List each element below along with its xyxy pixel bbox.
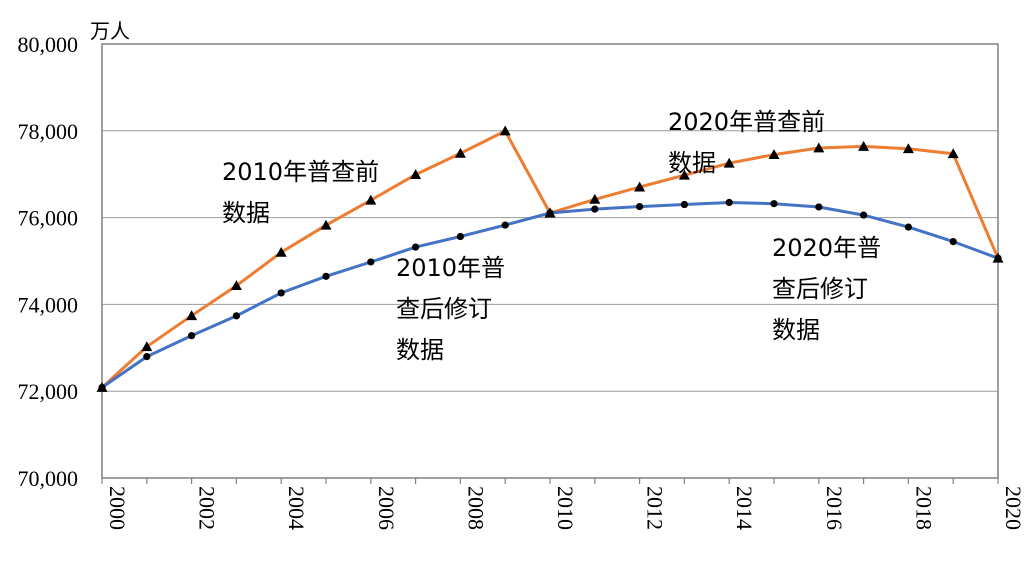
data-point-circle bbox=[815, 203, 823, 211]
data-point-circle bbox=[680, 200, 689, 209]
annotation-a4-line: 数据 bbox=[772, 316, 820, 344]
annotation-a3-line: 数据 bbox=[396, 336, 444, 364]
x-tick-label: 2014 bbox=[732, 486, 757, 530]
data-point-circle bbox=[277, 289, 285, 297]
data-point-triangle bbox=[902, 143, 914, 154]
series-markers bbox=[96, 125, 1004, 392]
data-point-triangle bbox=[858, 140, 870, 151]
x-tick-label: 2006 bbox=[374, 486, 399, 530]
x-axis-tick-labels: 2000 2002 2004 2006 2008 2010 2012 2014 2016 2018… bbox=[101, 478, 1024, 530]
annotation-a3-line: 2010年普 bbox=[396, 254, 505, 282]
data-point-circle bbox=[456, 232, 464, 241]
annotation-a4-line: 2020年普 bbox=[772, 234, 881, 262]
x-tick-label: 2020 bbox=[1001, 486, 1024, 530]
data-point-circle bbox=[501, 221, 509, 229]
annotation-a2-line: 数据 bbox=[668, 149, 716, 177]
data-point-circle bbox=[322, 272, 330, 280]
data-point-circle bbox=[904, 223, 913, 231]
y-tick-label: 76,000 bbox=[18, 206, 79, 231]
x-tick-label: 2018 bbox=[911, 486, 936, 530]
data-point-triangle bbox=[634, 181, 646, 192]
annotations: 2010年普查前数据2020年普查前数据2010年普查后修订数据2020年普查后… bbox=[222, 108, 881, 364]
data-point-triangle bbox=[230, 280, 242, 291]
data-point-triangle bbox=[589, 193, 601, 204]
annotation-a2-line: 2020年普查前 bbox=[668, 108, 825, 136]
y-tick-label: 70,000 bbox=[18, 466, 79, 491]
data-point-circle bbox=[188, 332, 196, 340]
data-point-circle bbox=[143, 353, 151, 361]
data-point-triangle bbox=[678, 169, 690, 180]
data-point-triangle bbox=[499, 125, 511, 136]
data-point-circle bbox=[636, 202, 644, 211]
annotation-a4-line: 查后修订 bbox=[772, 275, 868, 303]
x-tick-label: 2002 bbox=[195, 486, 220, 530]
y-tick-label: 74,000 bbox=[18, 292, 79, 317]
data-point-circle bbox=[367, 258, 375, 266]
data-point-triangle bbox=[365, 194, 377, 205]
x-tick-label: 2000 bbox=[105, 486, 130, 530]
data-point-circle bbox=[949, 238, 957, 246]
data-point-circle bbox=[98, 383, 106, 392]
x-tick-label: 2008 bbox=[463, 486, 488, 530]
x-tick-label: 2012 bbox=[643, 486, 668, 530]
y-tick-label: 80,000 bbox=[18, 32, 79, 57]
data-point-circle bbox=[232, 312, 240, 320]
gridlines bbox=[102, 130, 998, 392]
annotation-a1-line: 2010年普查前 bbox=[222, 158, 379, 186]
data-point-triangle bbox=[947, 148, 959, 159]
x-tick-label: 2016 bbox=[822, 486, 847, 530]
data-point-circle bbox=[860, 211, 868, 219]
data-point-triangle bbox=[141, 341, 153, 352]
data-point-triangle bbox=[768, 149, 780, 160]
y-tick-label: 78,000 bbox=[18, 119, 79, 144]
y-axis-unit-label: 万人 bbox=[90, 19, 130, 43]
data-point-circle bbox=[412, 243, 420, 251]
data-point-circle bbox=[725, 198, 733, 207]
data-point-circle bbox=[994, 254, 1002, 262]
data-point-circle bbox=[546, 209, 554, 217]
data-point-triangle bbox=[813, 142, 825, 153]
data-point-triangle bbox=[186, 310, 198, 321]
annotation-a3-line: 查后修订 bbox=[396, 295, 492, 323]
data-point-triangle bbox=[454, 147, 466, 158]
data-point-circle bbox=[770, 200, 778, 208]
data-point-triangle bbox=[320, 219, 332, 230]
data-point-triangle bbox=[275, 246, 287, 257]
x-tick-label: 2004 bbox=[284, 486, 309, 530]
data-point-circle bbox=[591, 205, 599, 213]
y-tick-label: 72,000 bbox=[18, 379, 79, 404]
annotation-a1-line: 数据 bbox=[222, 199, 270, 227]
data-point-triangle bbox=[410, 169, 422, 180]
data-point-triangle bbox=[723, 157, 735, 168]
y-axis-tick-labels: 70,000 72,000 74,000 76,000 78,000 80,000 bbox=[18, 32, 79, 491]
x-tick-label: 2010 bbox=[553, 486, 578, 530]
